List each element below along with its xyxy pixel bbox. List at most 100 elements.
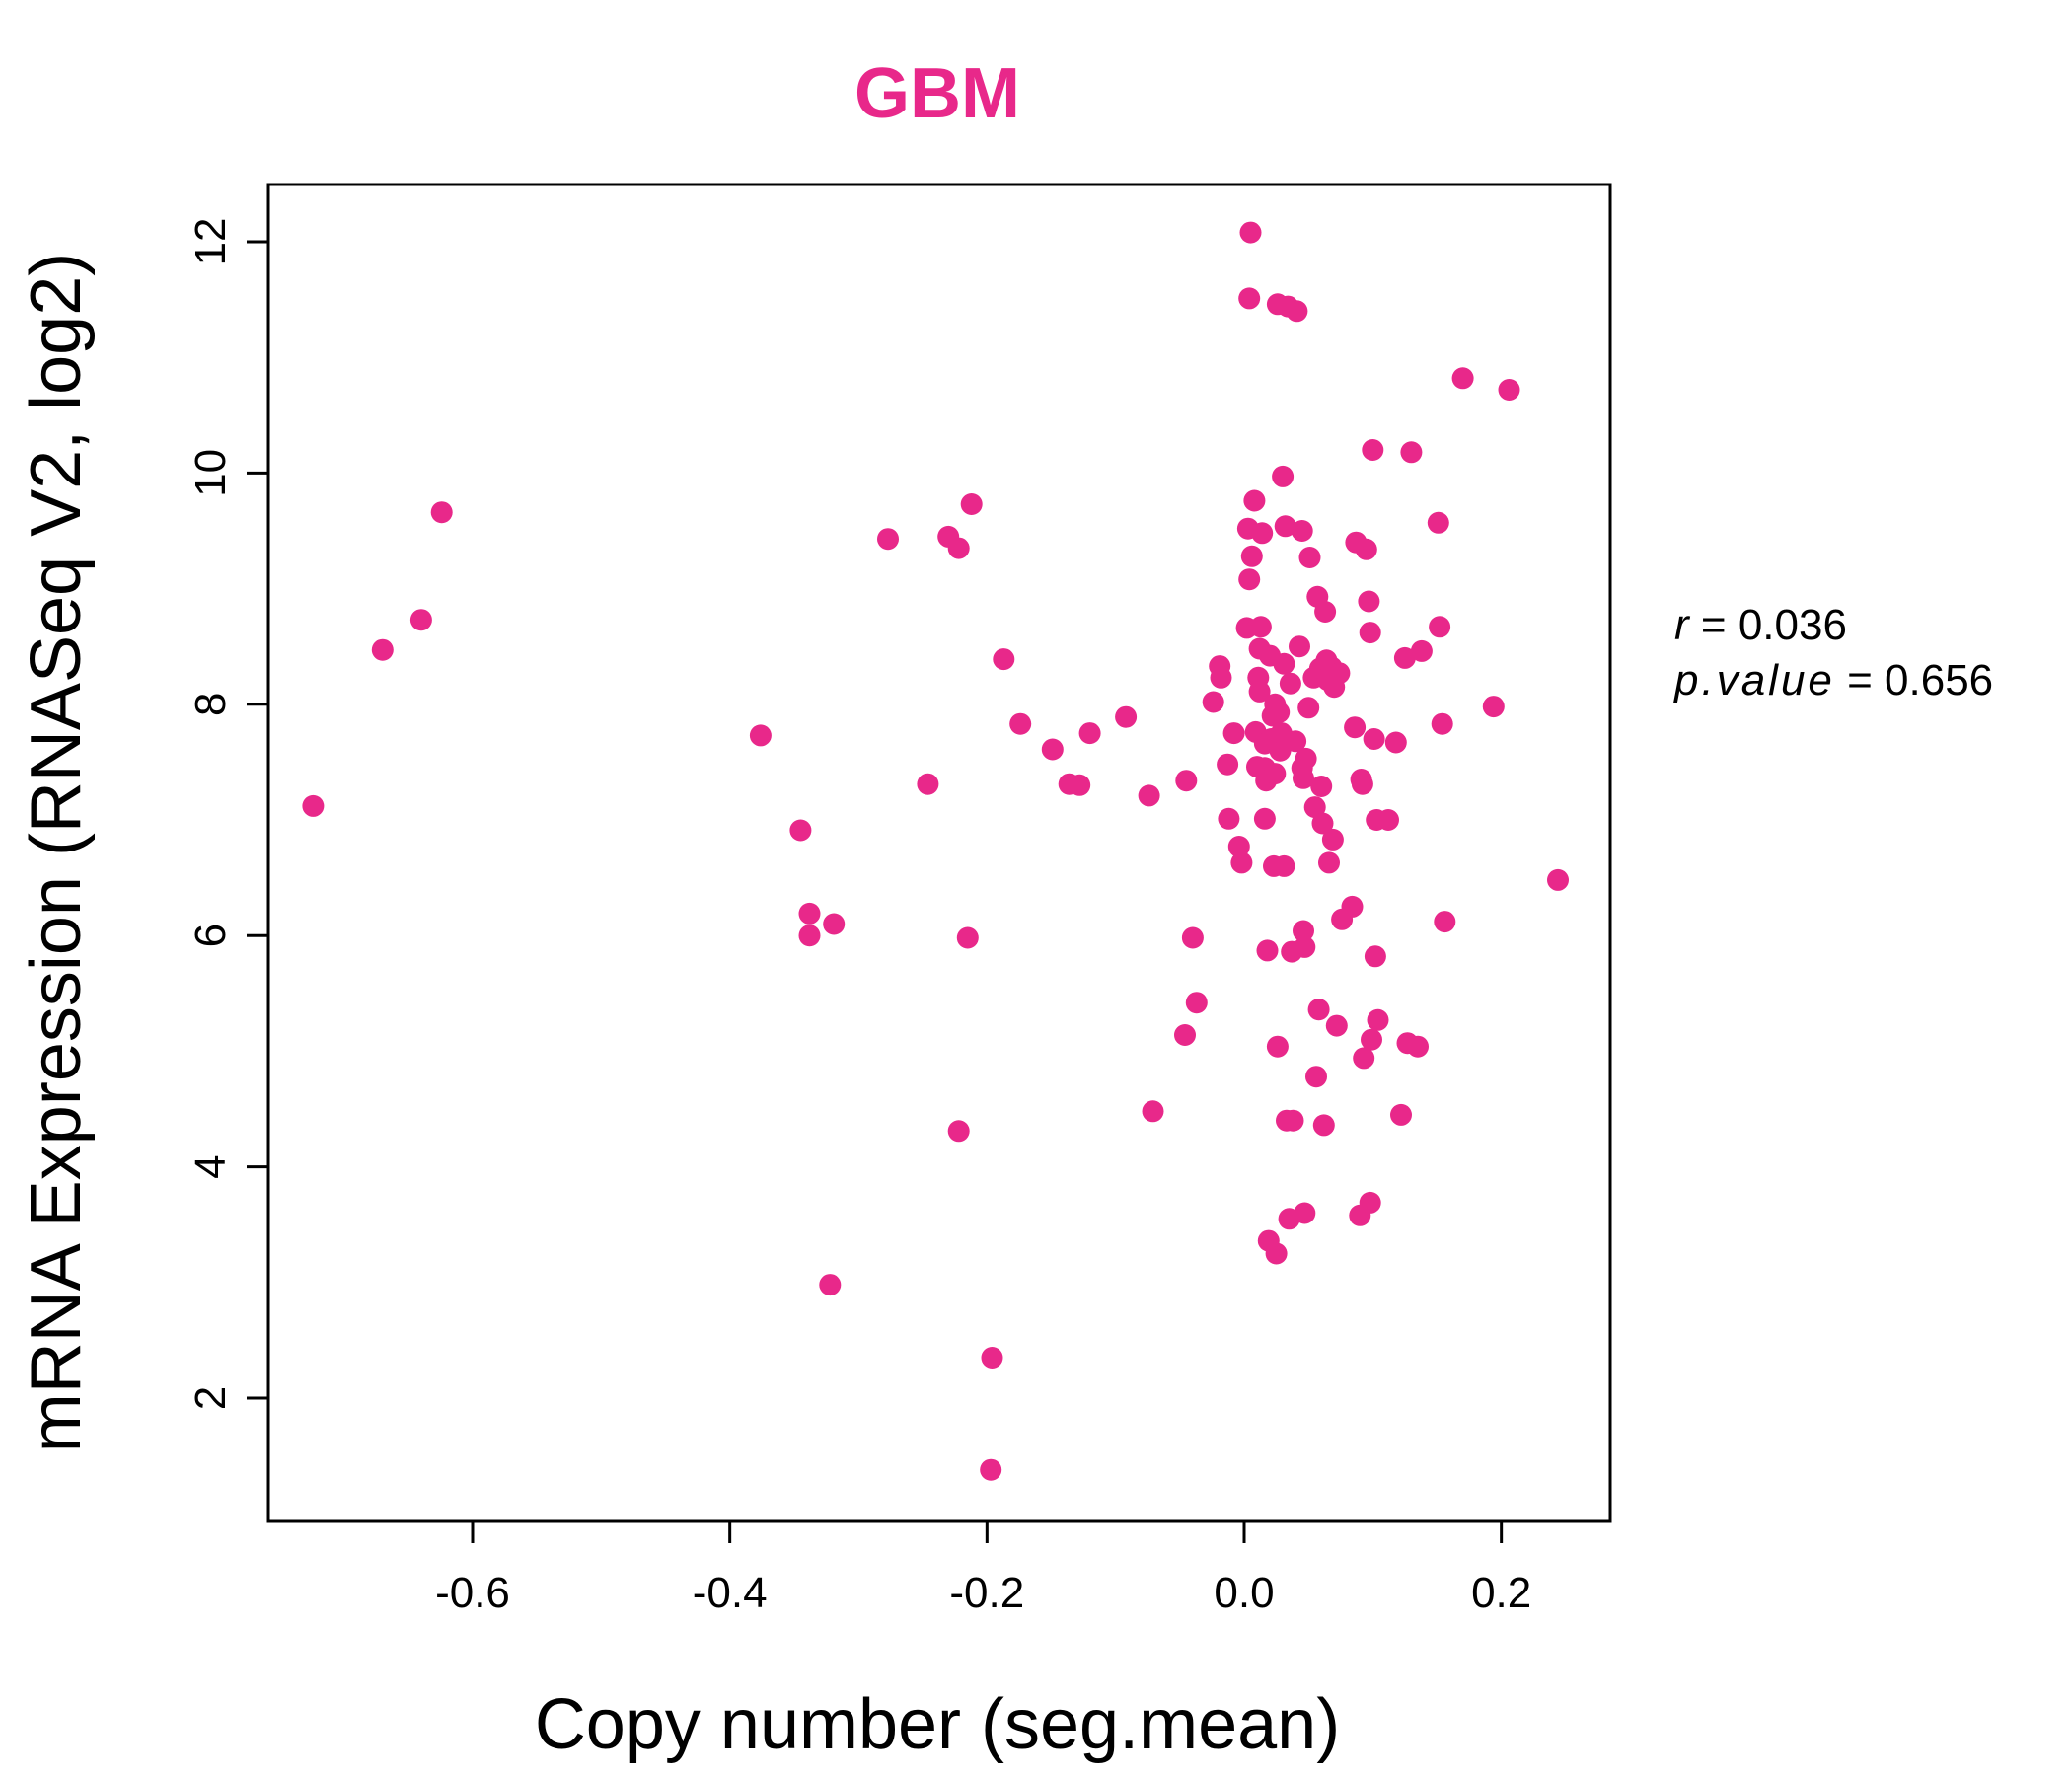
x-axis-title: Copy number (seg.mean) — [535, 1685, 1340, 1764]
data-point — [1353, 1047, 1375, 1070]
data-point — [1181, 926, 1204, 949]
data-point — [1251, 522, 1274, 545]
data-point — [409, 609, 432, 631]
data-point — [1138, 784, 1160, 807]
r-stat: r = 0.036 — [1674, 601, 1847, 649]
data-point — [956, 926, 979, 949]
data-point — [789, 819, 812, 842]
x-tick-label: -0.2 — [949, 1569, 1024, 1617]
data-point — [917, 773, 939, 795]
data-point — [1298, 547, 1321, 568]
data-point — [1286, 300, 1308, 323]
data-point — [1390, 1103, 1412, 1126]
data-point — [947, 537, 970, 559]
data-point — [1282, 1109, 1304, 1132]
data-point — [1325, 1014, 1348, 1037]
data-point — [1362, 439, 1384, 461]
y-tick-label: 2 — [186, 1386, 235, 1410]
data-point — [1069, 774, 1091, 796]
data-point — [1222, 722, 1245, 745]
data-point — [1295, 747, 1317, 770]
data-point — [1248, 680, 1271, 703]
data-point — [1393, 646, 1416, 669]
data-point — [1078, 722, 1101, 745]
data-point — [1451, 367, 1474, 390]
y-axis-title: mRNA Expression (RNASeq V2, log2) — [17, 253, 96, 1452]
r-label: r — [1674, 601, 1691, 649]
x-tick-label: -0.6 — [435, 1569, 510, 1617]
x-axis: -0.6 -0.4 -0.2 0.0 0.2 — [435, 1521, 1531, 1617]
data-point — [981, 1347, 1003, 1369]
data-point — [798, 925, 821, 947]
plot-frame — [266, 183, 1612, 1523]
data-point — [1434, 911, 1456, 933]
data-point — [1273, 652, 1295, 675]
data-point — [1341, 895, 1364, 918]
data-point — [302, 794, 325, 817]
data-point — [1266, 1035, 1289, 1058]
data-point — [1217, 753, 1239, 776]
data-point — [1238, 287, 1261, 310]
data-point — [1294, 935, 1316, 958]
data-point — [960, 493, 983, 515]
y-axis: 2 4 6 8 10 12 — [186, 218, 268, 1410]
p-equals: = — [1847, 656, 1885, 704]
data-point — [1410, 639, 1433, 662]
data-point — [1361, 1028, 1382, 1051]
y-tick-label: 4 — [186, 1154, 235, 1178]
data-point — [1400, 441, 1423, 464]
data-point — [1407, 1035, 1429, 1058]
y-tick-label: 10 — [186, 449, 235, 497]
x-tick-label: -0.4 — [693, 1569, 768, 1617]
data-point — [1328, 662, 1351, 685]
data-point — [1429, 616, 1451, 638]
data-point — [1351, 773, 1373, 795]
data-point — [1377, 809, 1399, 831]
data-point — [1355, 538, 1377, 560]
data-point — [1142, 1100, 1164, 1123]
data-point — [993, 648, 1015, 671]
data-point — [1243, 489, 1266, 512]
data-point — [1240, 545, 1263, 567]
data-point — [1279, 672, 1301, 695]
data-point — [1294, 1202, 1316, 1224]
data-point — [1265, 1242, 1288, 1265]
data-point — [1364, 945, 1386, 968]
data-point — [1264, 763, 1287, 785]
data-point — [1431, 712, 1453, 735]
r-value: 0.036 — [1739, 601, 1847, 649]
data-point — [1384, 731, 1407, 754]
data-point — [1303, 796, 1326, 819]
data-point — [1268, 702, 1291, 723]
data-point — [1427, 511, 1449, 534]
data-point — [1289, 635, 1310, 658]
data-point — [1272, 465, 1295, 487]
data-point — [1115, 705, 1138, 728]
data-point — [1547, 868, 1569, 891]
data-point — [1273, 854, 1295, 877]
y-tick-label: 8 — [186, 693, 235, 716]
data-point — [798, 902, 821, 925]
data-point — [1238, 568, 1261, 591]
p-stat: p.value = 0.656 — [1672, 656, 1993, 704]
data-point — [1359, 1191, 1381, 1214]
data-point — [823, 913, 846, 935]
data-point — [1312, 1114, 1335, 1137]
data-point — [1310, 776, 1333, 797]
x-tick-label: 0.0 — [1214, 1569, 1274, 1617]
data-point — [1358, 590, 1380, 613]
data-point — [1274, 515, 1296, 538]
data-point — [947, 1120, 970, 1143]
data-point — [1297, 697, 1320, 719]
data-point — [1307, 999, 1330, 1021]
data-point — [1293, 920, 1314, 942]
x-tick-label: 0.2 — [1471, 1569, 1531, 1617]
y-tick-label: 6 — [186, 924, 235, 947]
data-point — [1305, 1066, 1327, 1088]
data-point — [1311, 812, 1334, 835]
data-point — [1256, 939, 1279, 962]
data-point — [1363, 728, 1385, 750]
data-point — [1482, 696, 1505, 718]
data-point — [1253, 807, 1276, 830]
data-point — [1174, 1024, 1196, 1046]
